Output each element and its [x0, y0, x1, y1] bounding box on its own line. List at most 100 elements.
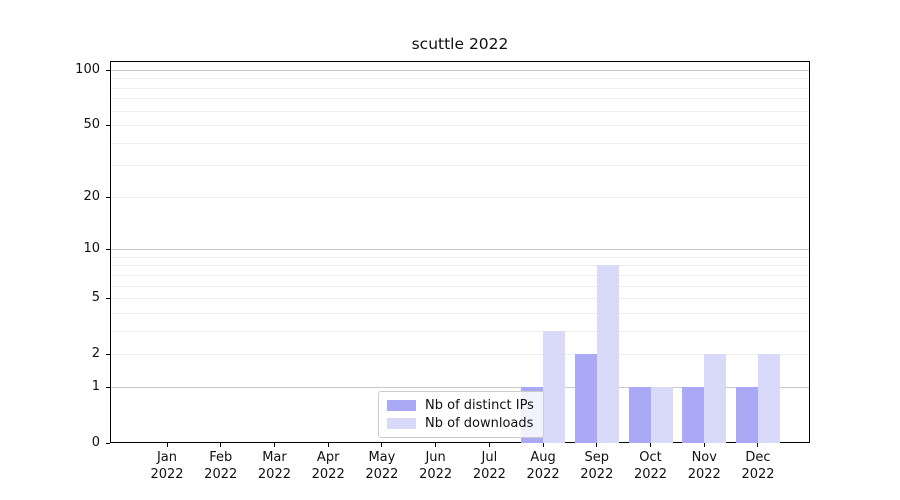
y-tick-label-2: 2	[91, 346, 100, 362]
legend-label-0: Nb of distinct IPs	[425, 397, 534, 413]
y-tick-label-1: 1	[91, 378, 100, 394]
y-tick-label-100: 100	[75, 62, 100, 77]
x-tick-label-nov-2022: Nov 2022	[676, 449, 732, 483]
x-tick-label-may-2022: May 2022	[354, 449, 410, 483]
gridline-major-1	[111, 386, 809, 388]
x-tick-text: 2022	[687, 467, 721, 482]
gridline-minor-60	[111, 110, 809, 112]
bar-nb-of-downloads-nov-2022	[704, 354, 727, 443]
gridline-minor-8	[111, 265, 809, 267]
x-tick-may-2022	[381, 443, 383, 447]
legend-swatch-1	[387, 418, 416, 430]
x-tick-label-aug-2022: Aug 2022	[515, 449, 571, 483]
plot-area	[110, 61, 810, 443]
bar-nb-of-distinct-ips-dec-2022	[735, 386, 758, 443]
x-tick-label-oct-2022: Oct 2022	[623, 449, 679, 483]
gridline-minor-70	[111, 98, 809, 100]
y-tick-100	[106, 70, 110, 71]
x-tick-text: Nov	[691, 450, 717, 465]
bar-nb-of-downloads-dec-2022	[757, 354, 780, 443]
x-tick-label-feb-2022: Feb 2022	[193, 449, 249, 483]
gridline-minor-7	[111, 274, 809, 276]
x-tick-text: Dec	[745, 450, 771, 465]
legend-swatch-0	[387, 399, 416, 411]
gridline-minor-4	[111, 312, 809, 314]
gridline-minor-5	[111, 298, 809, 300]
gridline-minor-9	[111, 256, 809, 258]
x-tick-text: 2022	[741, 467, 775, 482]
legend-item-distinct-ips: Nb of distinct IPs	[387, 398, 535, 413]
legend: Nb of distinct IPs Nb of downloads	[378, 391, 544, 438]
x-tick-nov-2022	[703, 443, 705, 447]
y-tick-20	[106, 196, 110, 198]
x-tick-label-dec-2022: Dec 2022	[730, 449, 786, 483]
x-tick-apr-2022	[327, 443, 329, 447]
x-tick-jan-2022	[166, 443, 168, 447]
y-tick-label-20: 20	[83, 188, 100, 204]
x-tick-text: 2022	[580, 467, 614, 482]
x-tick-text: 2022	[633, 467, 668, 482]
x-tick-jun-2022	[435, 443, 437, 447]
gridline-minor-90	[111, 78, 809, 80]
x-tick-text: Jan	[156, 450, 178, 465]
x-tick-text: Oct	[639, 450, 662, 465]
x-tick-feb-2022	[220, 443, 222, 447]
x-tick-text: 2022	[526, 467, 560, 482]
x-tick-aug-2022	[542, 443, 544, 447]
x-tick-text: 2022	[472, 467, 506, 482]
x-tick-text: Aug	[530, 450, 556, 465]
gridline-major-10	[111, 249, 809, 251]
gridline-minor-80	[111, 87, 809, 89]
x-tick-sep-2022	[596, 443, 598, 447]
bar-nb-of-downloads-oct-2022	[650, 386, 673, 443]
x-tick-text: 2022	[257, 467, 291, 482]
y-tick-label-5: 5	[91, 290, 100, 306]
x-tick-jul-2022	[488, 443, 490, 447]
x-tick-label-jan-2022: Jan 2022	[139, 449, 195, 483]
x-tick-label-apr-2022: Apr 2022	[300, 449, 356, 483]
x-tick-oct-2022	[650, 443, 652, 447]
bar-nb-of-distinct-ips-oct-2022	[628, 386, 651, 443]
y-tick-50	[106, 125, 110, 127]
gridline-minor-3	[111, 330, 809, 332]
x-tick-label-mar-2022: Mar 2022	[246, 449, 302, 483]
gridline-minor-50	[111, 125, 809, 127]
x-tick-label-jul-2022: Jul 2022	[461, 449, 517, 483]
bar-nb-of-downloads-sep-2022	[596, 265, 619, 443]
x-tick-text: Sep	[584, 450, 610, 465]
x-tick-text: Mar	[262, 450, 287, 465]
x-tick-text: 2022	[204, 467, 238, 482]
y-tick-label-10: 10	[83, 241, 100, 257]
legend-item-downloads: Nb of downloads	[387, 416, 535, 431]
bar-nb-of-distinct-ips-nov-2022	[682, 386, 705, 443]
x-tick-text: 2022	[365, 467, 399, 482]
x-tick-dec-2022	[757, 443, 759, 447]
x-tick-text: Jun	[425, 450, 446, 465]
x-tick-label-jun-2022: Jun 2022	[408, 449, 464, 483]
gridline-major-100	[111, 70, 809, 71]
gridline-minor-30	[111, 165, 809, 167]
gridline-minor-2	[111, 354, 809, 356]
y-tick-10	[106, 249, 110, 251]
x-tick-text: Jul	[481, 450, 498, 465]
y-tick-label-0: 0	[91, 435, 100, 450]
gridline-minor-6	[111, 285, 809, 287]
chart-title: scuttle 2022	[411, 35, 509, 53]
bar-nb-of-downloads-aug-2022	[543, 330, 566, 443]
x-tick-label-sep-2022: Sep 2022	[569, 449, 625, 483]
x-tick-text: May	[368, 450, 396, 465]
y-tick-5	[106, 298, 110, 300]
x-tick-text: 2022	[150, 467, 184, 482]
x-tick-text: Feb	[209, 450, 233, 465]
legend-label-1: Nb of downloads	[425, 416, 534, 432]
x-tick-text: Apr	[316, 450, 340, 465]
gridline-minor-20	[111, 196, 809, 198]
bar-nb-of-distinct-ips-sep-2022	[574, 354, 597, 443]
x-tick-text: 2022	[419, 467, 453, 482]
y-tick-2	[106, 354, 110, 356]
x-tick-text: 2022	[311, 467, 345, 482]
y-tick-0	[106, 443, 110, 444]
y-tick-label-50: 50	[83, 117, 100, 133]
y-tick-1	[106, 386, 110, 388]
